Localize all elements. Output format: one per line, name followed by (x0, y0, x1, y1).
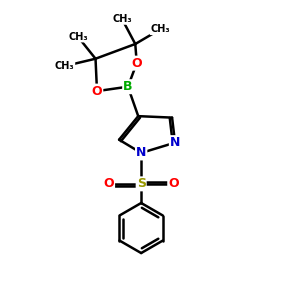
Text: CH₃: CH₃ (68, 32, 88, 42)
Text: N: N (170, 136, 180, 149)
Text: O: O (131, 57, 142, 70)
Text: N: N (136, 146, 146, 159)
Text: B: B (123, 80, 133, 93)
Text: CH₃: CH₃ (151, 24, 170, 34)
Text: O: O (92, 85, 102, 98)
Text: O: O (103, 177, 114, 190)
Text: O: O (168, 177, 179, 190)
Text: CH₃: CH₃ (112, 14, 132, 24)
Text: CH₃: CH₃ (55, 61, 74, 71)
Text: S: S (137, 177, 146, 190)
